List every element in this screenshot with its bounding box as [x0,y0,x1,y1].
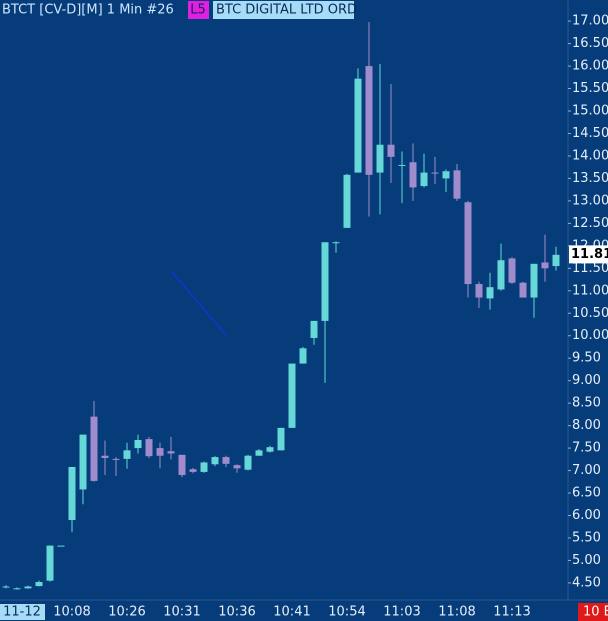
badge: L5 [190,3,206,18]
candle-body [409,162,417,188]
last-price-label: 11.81 [571,247,608,262]
candle-body [277,427,285,451]
y-tick-label: 16.50 [572,36,608,51]
candle-body [519,282,527,298]
candle-body [310,320,318,338]
candle-body [2,586,10,588]
candle-body [486,287,494,299]
candle-body [508,258,516,283]
candle-body [464,202,472,285]
candle-body [167,451,175,454]
y-tick-label: 13.50 [572,171,608,186]
y-tick-label: 10.50 [572,306,608,321]
candle-body [376,144,384,173]
candle-body [145,439,153,457]
badge-box [188,1,209,19]
candle-body [90,416,98,481]
candle-body [431,172,439,174]
y-tick-label: 17.00 [572,14,608,29]
y-tick-label: 12.50 [572,216,608,231]
candle-body [68,466,76,520]
y-tick-label: 9.00 [572,373,601,388]
y-tick-label: 5.50 [572,530,601,545]
candle-body [497,260,505,290]
y-tick-label: 15.00 [572,104,608,119]
corner-box [578,603,608,621]
y-tick-label: 11.50 [572,261,608,276]
candle-body [255,450,263,456]
x-tick-label: 11:13 [493,605,530,620]
candle-body [46,545,54,581]
x-tick-label: 10:36 [218,605,255,620]
chart-title: BTCT [CV-D][M] 1 Min #26 [2,3,174,18]
x-tick-label: 11-12 [3,605,41,620]
candle-body [321,242,329,321]
candle-body [475,284,483,298]
candle-body [332,242,340,244]
candle-body [266,447,274,452]
candle-body [222,457,230,464]
candle-body [156,448,164,456]
y-tick-label: 8.00 [572,418,601,433]
candle-body [24,586,32,589]
candle-body [178,454,186,476]
candle-body [35,582,43,587]
candle-body [288,363,296,428]
subtitle: BTC DIGITAL LTD ORD [216,3,357,18]
y-tick-label: 16.00 [572,59,608,74]
corner-label: 10 E [583,605,608,620]
y-tick-label: 9.50 [572,351,601,366]
y-tick-label: 14.50 [572,126,608,141]
y-tick-label: 13.00 [572,193,608,208]
x-tick-label: 10:26 [108,605,145,620]
candle-body [13,588,21,590]
candle-body [398,164,406,166]
candle-body [387,144,395,157]
y-tick-label: 4.50 [572,575,601,590]
candle-body [57,545,65,547]
candle-body [299,348,307,364]
candle-body [233,465,241,469]
y-tick-label: 6.50 [572,486,601,501]
candle-body [200,462,208,472]
candle-body [453,170,461,199]
candle-body [134,440,142,449]
candle-body [244,455,252,470]
candle-body [541,262,549,269]
candle-body [79,434,87,490]
candle-body [211,457,219,465]
trend-line [171,271,227,336]
y-tick-label: 15.50 [572,81,608,96]
x-label-box [0,604,45,620]
candle-body [112,458,120,460]
x-tick-label: 10:31 [163,605,200,620]
y-tick-label: 8.50 [572,396,601,411]
subtitle-box [213,1,354,19]
candle-body [420,172,428,187]
y-tick-label: 10.00 [572,328,608,343]
x-tick-label: 11:08 [438,605,475,620]
candle-body [354,78,362,173]
candle-body [365,66,373,175]
y-tick-label: 6.00 [572,508,601,523]
x-tick-label: 10:41 [273,605,310,620]
candle-body [123,450,131,459]
y-tick-label: 11.00 [572,283,608,298]
candle-body [101,455,109,458]
x-tick-label: 11:03 [383,605,420,620]
last-price-box [569,245,608,264]
y-tick-label: 5.00 [572,553,601,568]
y-tick-label: 7.50 [572,441,601,456]
x-tick-label: 10:08 [53,605,90,620]
candle-body [552,254,560,267]
y-tick-label: 14.00 [572,148,608,163]
candle-body [343,174,351,228]
candle-body [442,171,450,179]
x-tick-label: 10:54 [328,605,365,620]
candle-body [530,263,538,298]
y-tick-label: 7.00 [572,463,601,478]
candle-body [189,469,197,472]
